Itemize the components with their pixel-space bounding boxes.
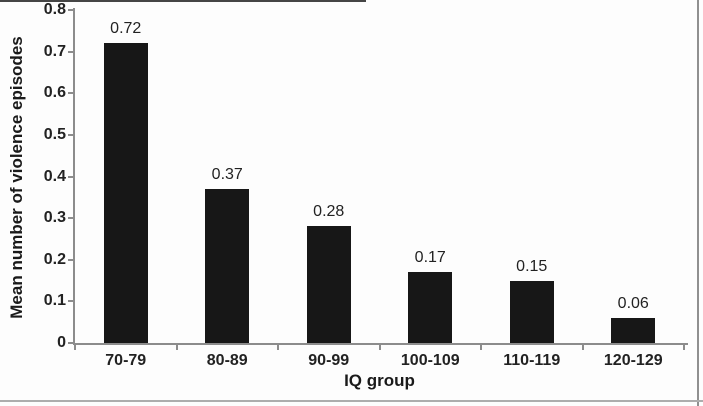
bar-value-label: 0.17: [414, 249, 446, 267]
x-axis-title: IQ group: [344, 371, 415, 390]
x-category-label: 110-119: [503, 352, 561, 369]
y-tick-label: 0.4: [43, 167, 66, 185]
y-tick: [68, 342, 74, 344]
bar-value-label: 0.72: [110, 20, 142, 38]
y-tick-label: 0.3: [43, 209, 66, 227]
x-tick: [277, 343, 279, 350]
x-category-label: 120-129: [603, 352, 663, 369]
bar-value-label: 0.15: [516, 257, 548, 275]
x-category-label: 90-99: [308, 352, 350, 369]
y-tick-label: 0.6: [43, 84, 66, 102]
y-tick: [68, 300, 74, 303]
bar: [408, 272, 453, 343]
y-tick: [68, 92, 74, 95]
x-tick: [581, 343, 584, 350]
x-category-label: 100-109: [400, 352, 460, 369]
y-tick-label: 0.8: [43, 1, 66, 18]
y-tick: [68, 9, 74, 11]
y-tick: [68, 133, 74, 136]
bar-value-label: 0.37: [211, 165, 243, 183]
x-tick: [683, 343, 685, 350]
x-category-label: 70-79: [105, 352, 147, 369]
y-tick: [68, 217, 74, 220]
y-tick: [68, 50, 74, 53]
y-tick: [68, 258, 74, 261]
bar: [103, 43, 148, 343]
right-border-line: [697, 0, 699, 406]
top-border-artifact: [0, 0, 366, 2]
x-tick: [480, 343, 482, 350]
y-tick-label: 0.5: [43, 125, 66, 143]
bar: [205, 188, 250, 343]
y-axis-line: [73, 8, 75, 345]
bar-value-label: 0.06: [617, 295, 649, 313]
y-axis-title: Mean number of violence episodes: [7, 36, 26, 319]
x-tick: [378, 343, 381, 350]
y-tick-label: 0.1: [43, 292, 66, 310]
x-tick: [74, 343, 76, 350]
y-tick-label: 0.7: [43, 42, 66, 60]
bar: [306, 226, 351, 343]
y-tick-label: 0.2: [43, 250, 66, 268]
bar: [509, 280, 554, 343]
x-tick: [175, 343, 178, 350]
bottom-border-artifact: [0, 400, 703, 402]
bar: [611, 318, 656, 343]
x-category-label: 80-89: [206, 352, 248, 369]
y-tick: [68, 175, 74, 178]
x-axis-line: [73, 343, 688, 345]
y-tick-label: 0: [57, 334, 66, 351]
bar-value-label: 0.28: [313, 203, 345, 221]
